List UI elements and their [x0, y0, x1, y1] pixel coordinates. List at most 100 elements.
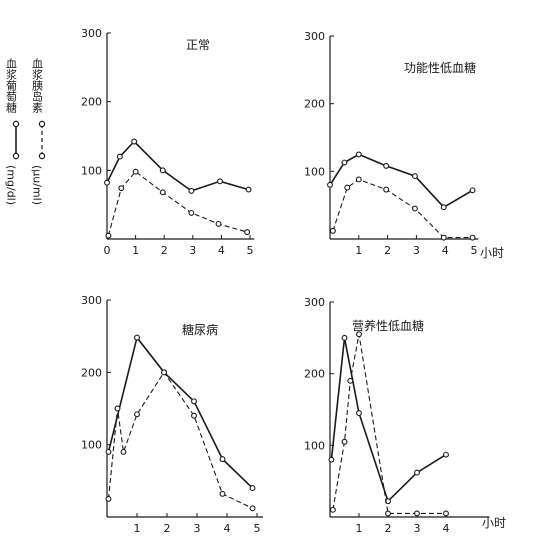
x-tick-label: 1 [132, 244, 139, 257]
insulin-data-point [188, 209, 195, 216]
x-tick-label: 5 [471, 244, 478, 257]
glucose-data-point [188, 187, 195, 194]
insulin-data-point [347, 377, 354, 384]
glucose-data-point [469, 187, 476, 194]
x-tick-label: 3 [194, 522, 201, 535]
insulin-data-point [105, 495, 112, 502]
glucose-data-point [383, 162, 390, 169]
x-tick-label: 4 [218, 244, 225, 257]
insulin-data-point [249, 505, 256, 512]
insulin-data-point [329, 506, 336, 513]
insulin-series-line [332, 334, 446, 514]
insulin-data-point [134, 411, 140, 418]
glucose-data-point [414, 469, 420, 476]
insulin-data-point [159, 189, 166, 196]
insulin-data-point [244, 229, 251, 236]
glucose-data-point [104, 179, 110, 186]
legend-glucose-marker-2 [12, 152, 20, 160]
insulin-data-point [215, 220, 222, 227]
glucose-data-point [355, 151, 362, 158]
y-tick-label: 100 [304, 439, 325, 452]
y-tick-label: 200 [81, 96, 102, 109]
insulin-data-point [344, 184, 351, 191]
insulin-data-point [219, 490, 226, 497]
glucose-data-point [443, 451, 449, 458]
x-tick-label: 2 [385, 522, 392, 535]
x-tick-label: 3 [414, 522, 421, 535]
y-tick-label: 200 [304, 368, 325, 381]
glucose-data-point [328, 456, 335, 463]
glucose-series-line [106, 140, 249, 192]
panel-normal: 100 200 300 0 1 2 3 4 5 正常 [81, 27, 255, 257]
glucose-data-point [356, 410, 362, 417]
insulin-data-point [132, 168, 139, 175]
x-tick-label: 2 [164, 522, 171, 535]
x-axis-label: 小时 [480, 246, 504, 260]
glucose-data-point [131, 138, 138, 145]
legend-insulin-unit: (μu/ml) [31, 165, 44, 205]
insulin-data-point [161, 369, 167, 376]
y-tick-label: 200 [304, 98, 325, 111]
x-tick-label: 1 [134, 522, 141, 535]
insulin-data-point [412, 205, 418, 212]
insulin-data-point [383, 186, 390, 193]
legend-insulin: 血浆胰岛素 (μu/ml) [31, 57, 46, 205]
x-tick-label: 2 [384, 244, 391, 257]
x-tick-label: 4 [443, 522, 450, 535]
glucose-data-point [440, 204, 447, 211]
y-tick-label: 300 [81, 294, 102, 307]
insulin-data-point [440, 234, 447, 241]
insulin-data-point [120, 448, 127, 455]
insulin-data-point [105, 232, 112, 239]
x-tick-label: 0 [104, 244, 111, 257]
panel-title: 正常 [186, 38, 210, 52]
glucose-data-point [412, 173, 418, 180]
glucose-data-point [105, 448, 112, 455]
glucose-data-point [245, 186, 252, 193]
x-tick-label: 2 [161, 244, 168, 257]
y-tick-label: 200 [81, 366, 102, 379]
glucose-data-point [116, 153, 123, 160]
insulin-data-point [356, 331, 362, 338]
insulin-data-point [443, 510, 449, 517]
insulin-data-point [469, 234, 476, 241]
x-tick-label: 5 [254, 522, 261, 535]
legend-insulin-marker [38, 120, 46, 128]
x-tick-label: 4 [224, 522, 231, 535]
panel-title: 营养性低血糖 [352, 318, 424, 333]
x-tick-label: 1 [356, 522, 363, 535]
legend-glucose-label: 血浆葡萄糖 [5, 57, 18, 114]
insulin-data-point [118, 185, 125, 192]
glucose-data-point [159, 167, 166, 174]
insulin-data-point [114, 405, 121, 412]
legend-glucose: 血浆葡萄糖 (mg/dl) [5, 57, 20, 205]
y-tick-label: 300 [81, 27, 102, 40]
y-tick-label: 300 [304, 296, 325, 309]
insulin-series-line [332, 178, 473, 239]
insulin-series-line [107, 371, 253, 509]
x-tick-label: 5 [247, 244, 254, 257]
insulin-data-point [329, 227, 336, 234]
glucose-data-point [327, 181, 333, 188]
insulin-data-point [414, 510, 420, 517]
y-tick-label: 300 [304, 30, 325, 43]
glucose-data-point [134, 334, 140, 341]
insulin-data-point [191, 412, 197, 419]
legend-insulin-marker-2 [38, 152, 46, 160]
insulin-data-point [355, 176, 362, 183]
glucose-data-point [341, 159, 348, 166]
x-axis-label: 小时 [482, 516, 506, 530]
x-tick-label: 4 [442, 244, 449, 257]
x-tick-label: 3 [189, 244, 196, 257]
x-tick-label: 3 [413, 244, 420, 257]
x-tick-label: 1 [355, 244, 362, 257]
insulin-data-point [385, 510, 391, 517]
panel-title: 功能性低血糖 [404, 60, 476, 75]
y-tick-label: 100 [81, 164, 102, 177]
legend-insulin-label: 血浆胰岛素 [31, 57, 44, 113]
glucose-data-point [217, 178, 223, 185]
glucose-data-point [219, 456, 226, 463]
